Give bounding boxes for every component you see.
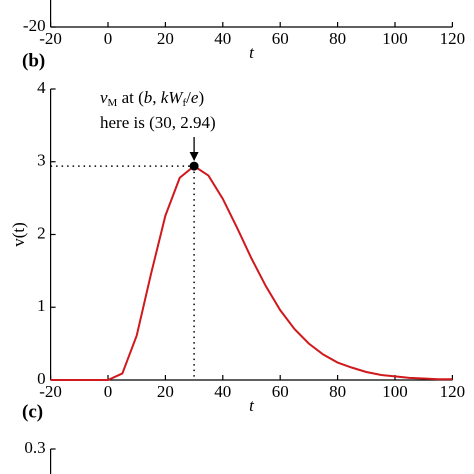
y-tick-label: 4 <box>37 78 46 97</box>
x-axis-label: t <box>249 43 255 62</box>
x-tick-label: 40 <box>214 382 231 401</box>
y-tick-label: 3 <box>37 151 46 170</box>
x-tick-label: 120 <box>440 29 466 48</box>
x-tick-label: -20 <box>39 29 62 48</box>
x-tick-label: 20 <box>157 382 174 401</box>
x-tick-label: 0 <box>104 382 113 401</box>
panel-label: (b) <box>22 50 45 71</box>
x-tick-label: 0 <box>104 29 113 48</box>
y-tick-label: -20 <box>23 16 46 35</box>
y-tick-label: 2 <box>37 223 46 242</box>
x-tick-label: 40 <box>214 29 231 48</box>
x-tick-label: 20 <box>157 29 174 48</box>
x-axis-label: t <box>249 396 255 415</box>
y-tick-label: 0.3 <box>24 438 45 457</box>
line-series <box>50 164 453 381</box>
x-tick-label: 60 <box>272 29 289 48</box>
x-tick-label: 80 <box>329 382 346 401</box>
x-tick-label: -20 <box>39 382 62 401</box>
y-tick-label: 0 <box>37 369 46 388</box>
x-tick-label: 60 <box>272 382 289 401</box>
x-tick-label: 100 <box>382 382 408 401</box>
y-tick-label: 1 <box>37 296 46 315</box>
x-tick-label: 80 <box>329 29 346 48</box>
peak-point <box>189 161 199 171</box>
annotation: vM at (b, kWf/e) <box>100 88 204 109</box>
x-tick-label: 120 <box>440 382 466 401</box>
y-axis-label: v(t) <box>9 222 28 247</box>
panel-label: (c) <box>22 401 43 422</box>
annotation: here is (30, 2.94) <box>100 113 216 132</box>
x-tick-label: 100 <box>382 29 408 48</box>
